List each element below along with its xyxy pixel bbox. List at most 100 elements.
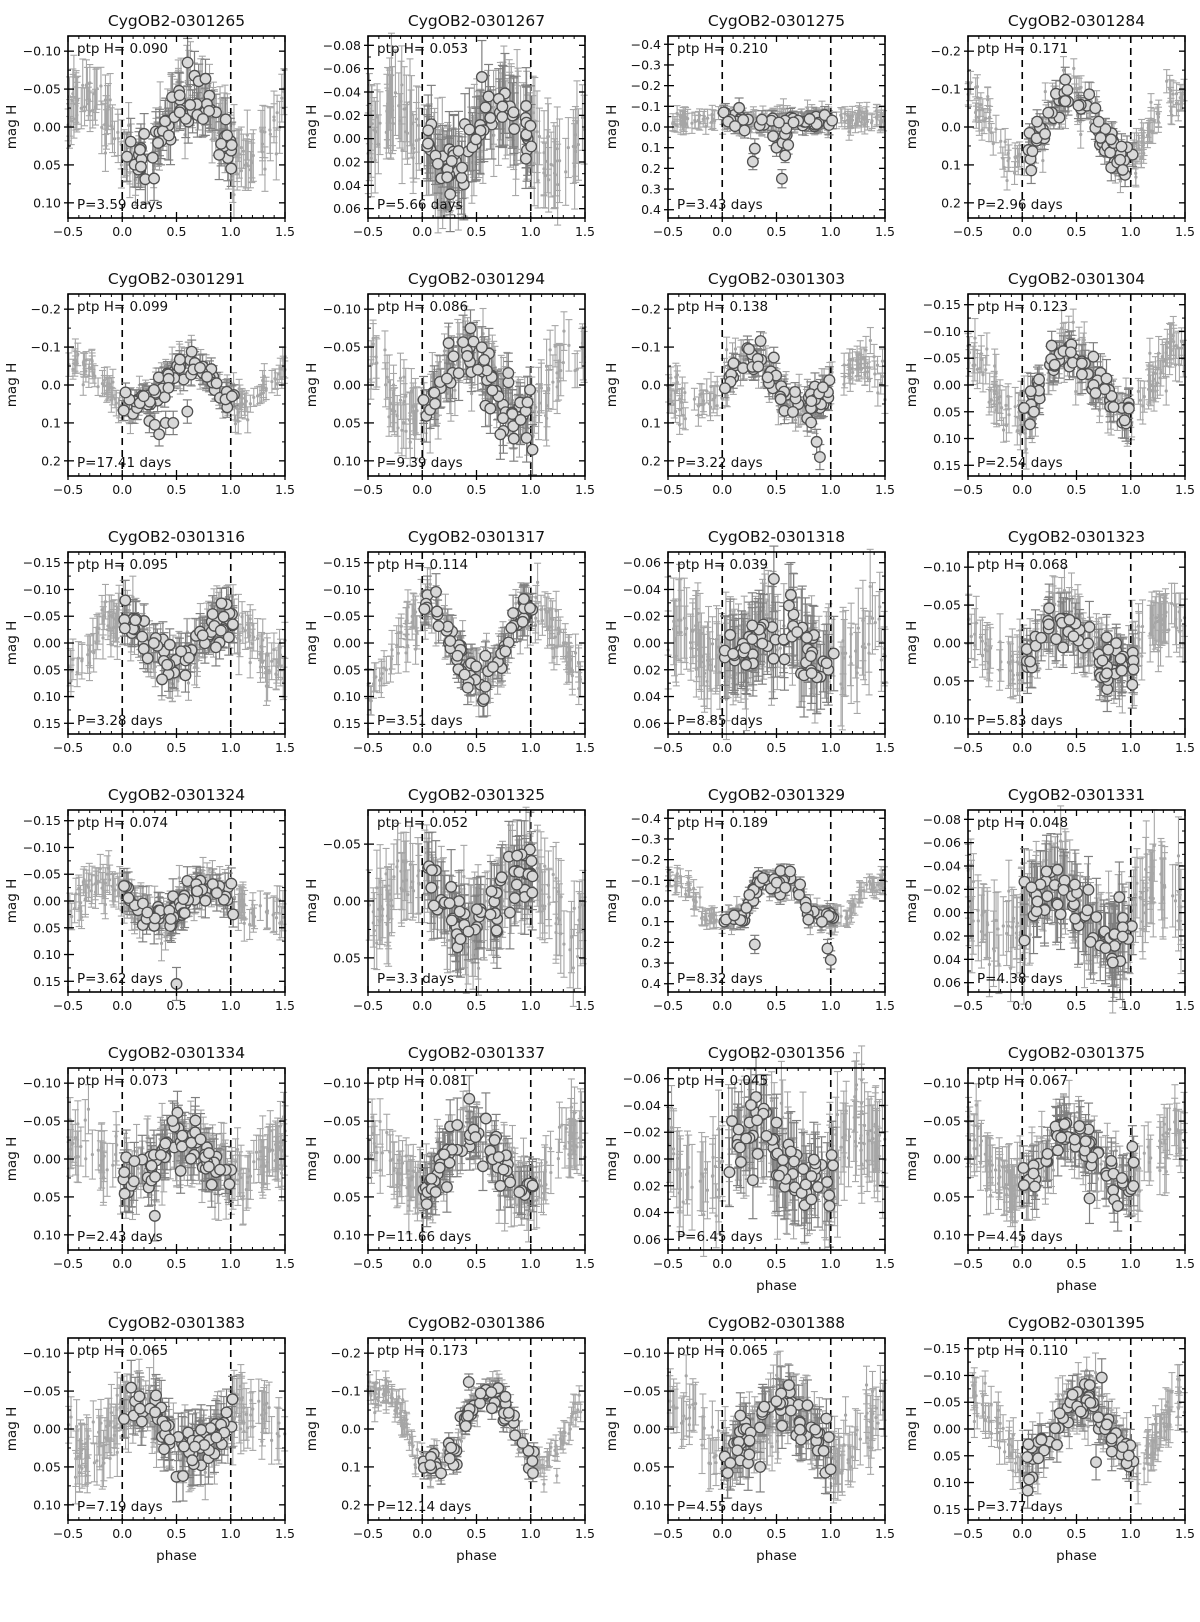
y-axis-label: mag H	[904, 879, 920, 923]
ptp-annotation: ptp H= 0.099	[77, 299, 168, 315]
ptp-annotation: ptp H= 0.123	[977, 299, 1068, 315]
y-axis-label: mag H	[4, 363, 20, 407]
period-annotation: P=2.43 days	[77, 1229, 163, 1245]
svg-text:−0.5: −0.5	[53, 224, 83, 239]
period-annotation: P=3.51 days	[377, 713, 463, 729]
svg-text:0.00: 0.00	[33, 120, 61, 135]
panel-title: CygOB2-0301383	[108, 1314, 245, 1332]
panel-title: CygOB2-0301291	[108, 270, 245, 288]
period-annotation: P=4.55 days	[677, 1499, 763, 1515]
svg-text:1.5: 1.5	[275, 224, 295, 239]
period-annotation: P=3.62 days	[77, 971, 163, 987]
ptp-annotation: ptp H= 0.090	[77, 41, 168, 57]
panel-title: CygOB2-0301318	[708, 528, 845, 546]
ptp-annotation: ptp H= 0.068	[977, 557, 1068, 573]
y-axis-label: mag H	[4, 1407, 20, 1451]
panel-title: CygOB2-0301388	[708, 1314, 845, 1332]
svg-text:0.0: 0.0	[412, 224, 432, 239]
svg-text:0.5: 0.5	[467, 224, 487, 239]
x-axis-label: phase	[1056, 1548, 1097, 1564]
x-axis-label: phase	[756, 1278, 797, 1294]
svg-text:−0.10: −0.10	[23, 44, 61, 59]
svg-text:0.5: 0.5	[767, 224, 787, 239]
panel-title: CygOB2-0301265	[108, 12, 245, 30]
panel-title: CygOB2-0301317	[408, 528, 545, 546]
y-axis-label: mag H	[304, 1407, 320, 1451]
panel-title: CygOB2-0301395	[1008, 1314, 1145, 1332]
svg-text:1.0: 1.0	[821, 224, 841, 239]
svg-text:0.02: 0.02	[333, 155, 361, 170]
panel-title: CygOB2-0301275	[708, 12, 845, 30]
period-annotation: P=3.77 days	[977, 1499, 1063, 1515]
period-annotation: P=3.43 days	[677, 197, 763, 213]
svg-text:−0.1: −0.1	[931, 82, 961, 97]
period-annotation: P=8.85 days	[677, 713, 763, 729]
svg-text:1.5: 1.5	[575, 224, 595, 239]
svg-text:0.1: 0.1	[941, 157, 961, 172]
ptp-annotation: ptp H= 0.189	[677, 815, 768, 831]
y-axis-label: mag H	[904, 105, 920, 149]
y-axis-label: mag H	[304, 879, 320, 923]
ptp-annotation: ptp H= 0.081	[377, 1073, 468, 1089]
svg-text:−0.05: −0.05	[23, 82, 61, 97]
svg-text:0.0: 0.0	[712, 224, 732, 239]
svg-text:−0.3: −0.3	[631, 57, 661, 72]
panel-title: CygOB2-0301323	[1008, 528, 1145, 546]
y-axis-label: mag H	[4, 879, 20, 923]
svg-text:−0.5: −0.5	[653, 224, 683, 239]
y-axis-label: mag H	[304, 105, 320, 149]
y-axis-label: mag H	[604, 879, 620, 923]
panel-title: CygOB2-0301316	[108, 528, 245, 546]
y-axis-label: mag H	[604, 621, 620, 665]
panel-title: CygOB2-0301375	[1008, 1044, 1145, 1062]
y-axis-label: mag H	[604, 1137, 620, 1181]
period-annotation: P=3.22 days	[677, 455, 763, 471]
panel-title: CygOB2-0301331	[1008, 786, 1145, 804]
svg-text:−0.5: −0.5	[953, 224, 983, 239]
ptp-annotation: ptp H= 0.110	[977, 1343, 1068, 1359]
period-annotation: P=4.38 days	[977, 971, 1063, 987]
ptp-annotation: ptp H= 0.086	[377, 299, 468, 315]
svg-text:1.5: 1.5	[875, 224, 895, 239]
svg-text:0.5: 0.5	[1067, 224, 1087, 239]
svg-text:0.00: 0.00	[333, 131, 361, 146]
panel-title: CygOB2-0301284	[1008, 12, 1145, 30]
svg-text:0.10: 0.10	[33, 195, 61, 210]
period-annotation: P=3.3 days	[377, 971, 454, 987]
period-annotation: P=4.45 days	[977, 1229, 1063, 1245]
ptp-annotation: ptp H= 0.045	[677, 1073, 768, 1089]
svg-text:1.0: 1.0	[521, 224, 541, 239]
panel-title: CygOB2-0301325	[408, 786, 545, 804]
y-axis-label: mag H	[904, 363, 920, 407]
svg-text:−0.5: −0.5	[353, 224, 383, 239]
